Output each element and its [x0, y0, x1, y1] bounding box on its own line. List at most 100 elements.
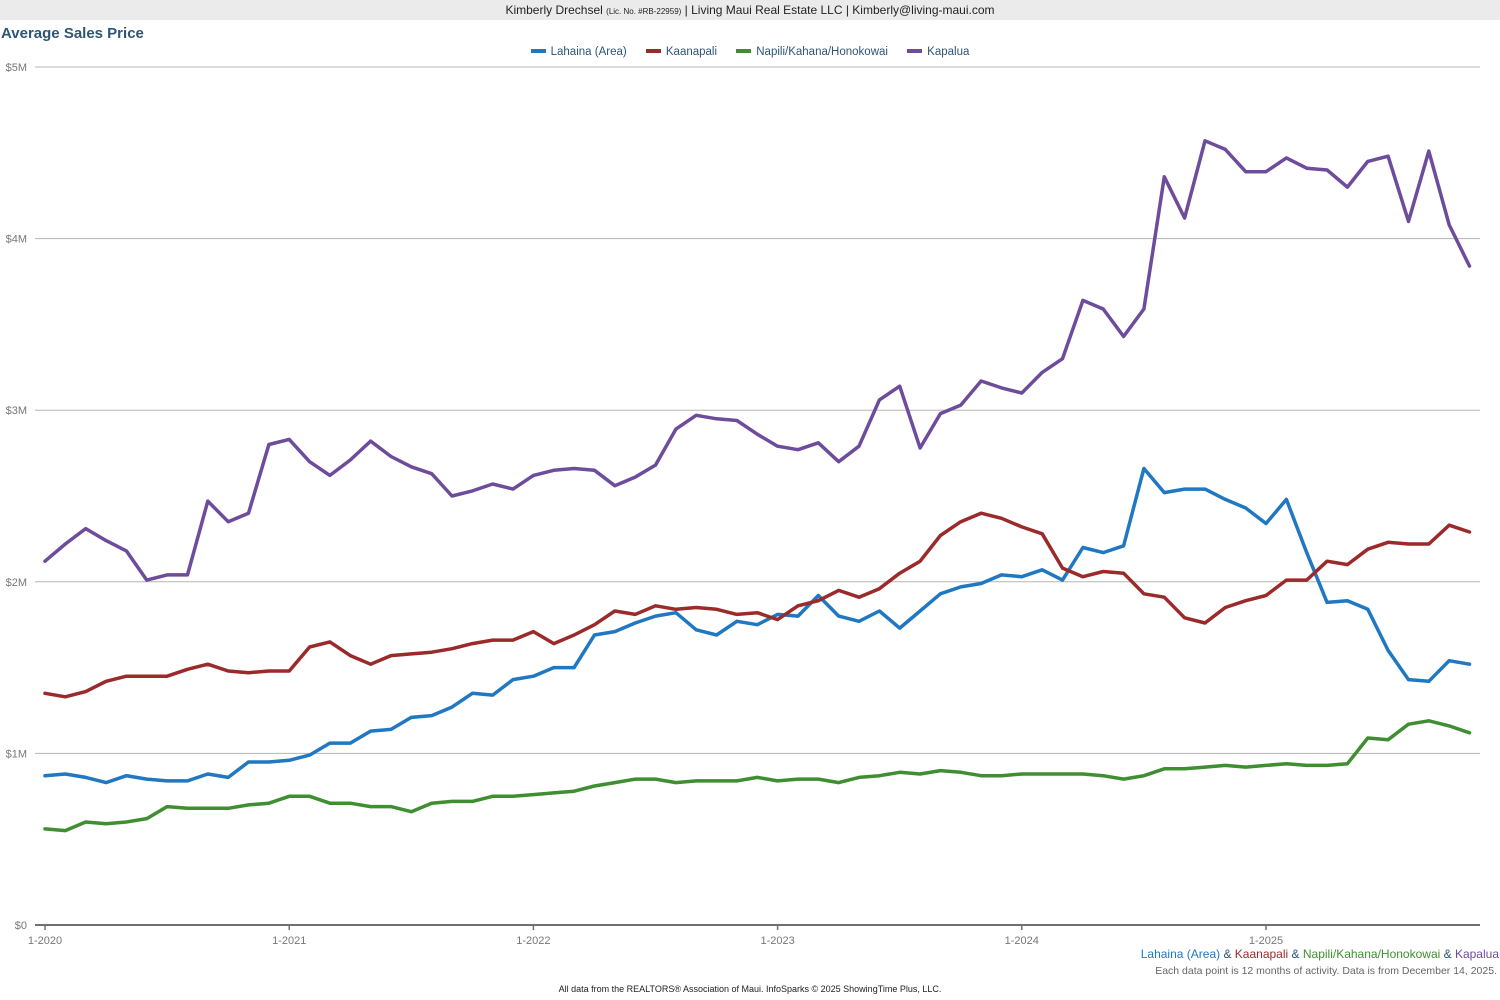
data-point: [1345, 599, 1349, 603]
data-point: [247, 671, 250, 675]
data-point: [837, 614, 841, 618]
data-point: [816, 441, 820, 445]
data-point: [1244, 599, 1248, 603]
data-point: [857, 775, 861, 779]
data-point: [796, 448, 800, 452]
data-point: [1325, 763, 1329, 767]
data-point: [1183, 767, 1187, 771]
data-point: [84, 775, 88, 779]
data-point: [1142, 592, 1146, 596]
data-point: [1203, 139, 1207, 143]
data-point: [1223, 763, 1227, 767]
data-point: [1223, 606, 1227, 610]
legend-item-napili[interactable]: Napili/Kahana/Honokowai: [736, 46, 888, 58]
separator: &: [1220, 947, 1235, 961]
data-point: [430, 472, 434, 476]
data-point: [124, 774, 128, 778]
data-point: [1386, 648, 1390, 652]
data-point: [1325, 559, 1329, 563]
data-point: [1366, 159, 1370, 163]
data-point: [1345, 185, 1349, 189]
data-point: [1325, 600, 1329, 604]
legend-label: Kaanapali: [665, 46, 718, 58]
y-tick-label: $1M: [6, 748, 27, 760]
y-tick-label: $4M: [6, 234, 27, 246]
data-point: [328, 801, 332, 805]
data-point: [348, 741, 352, 745]
data-point: [287, 669, 291, 673]
data-point: [206, 662, 210, 666]
data-point: [84, 820, 88, 824]
data-point: [735, 619, 739, 623]
data-point: [409, 715, 413, 719]
data-point: [226, 775, 230, 779]
data-point: [450, 647, 454, 651]
data-point: [1284, 762, 1288, 766]
data-point: [287, 437, 291, 441]
data-point: [1142, 467, 1146, 471]
data-point: [430, 650, 434, 654]
data-point: [1101, 551, 1105, 555]
data-point: [511, 487, 515, 491]
data-point: [1264, 594, 1268, 598]
data-point: [654, 463, 657, 467]
legend-swatch: [907, 48, 923, 53]
data-point: [267, 669, 271, 673]
data-point: [979, 582, 983, 586]
license-number: (Lic. No. #RB-22959): [606, 7, 682, 16]
data-point: [1020, 525, 1024, 529]
data-point: [226, 520, 230, 524]
data-point: [1447, 223, 1451, 227]
data-point: [654, 614, 657, 618]
data-point: [552, 666, 556, 670]
data-point: [1305, 166, 1309, 170]
data-point: [308, 460, 312, 464]
data-point: [1081, 298, 1085, 302]
legend-item-kaanapali[interactable]: Kaanapali: [645, 46, 718, 58]
data-point: [857, 595, 861, 599]
data-point: [694, 413, 698, 417]
data-point: [776, 612, 780, 616]
data-point: [592, 468, 596, 472]
data-point: [572, 789, 576, 793]
data-point: [104, 679, 108, 683]
legend-item-kapalua[interactable]: Kapalua: [907, 46, 969, 58]
data-point: [450, 705, 454, 709]
legend-item-lahaina[interactable]: Lahaina (Area): [530, 46, 627, 58]
data-point: [1468, 662, 1471, 666]
data-point: [1447, 724, 1451, 728]
data-point: [206, 772, 210, 776]
data-point: [308, 645, 312, 649]
data-point: [1020, 575, 1024, 579]
data-point: [389, 727, 393, 731]
data-point: [369, 729, 373, 733]
data-point: [1366, 607, 1370, 611]
data-point: [470, 642, 474, 646]
data-point: [226, 806, 230, 810]
data-point: [613, 484, 617, 488]
data-point: [633, 777, 637, 781]
data-point: [124, 549, 128, 553]
separator: &: [1440, 947, 1455, 961]
data-point: [877, 774, 881, 778]
data-point: [633, 612, 637, 616]
data-point: [1223, 497, 1227, 501]
data-point: [430, 801, 434, 805]
data-point: [43, 691, 47, 695]
data-point: [1386, 154, 1390, 158]
data-point: [613, 630, 617, 634]
data-point: [1244, 506, 1248, 510]
data-point: [837, 781, 841, 785]
data-point: [1061, 578, 1064, 582]
data-point: [654, 604, 657, 608]
data-point: [491, 794, 495, 798]
data-point: [1244, 765, 1248, 769]
data-point: [877, 609, 881, 613]
data-point: [1366, 547, 1370, 551]
data-point: [857, 444, 861, 448]
data-point: [267, 443, 271, 447]
y-tick-label: $5M: [6, 62, 27, 74]
data-point: [755, 432, 759, 436]
data-point: [450, 494, 454, 498]
data-point: [837, 460, 841, 464]
